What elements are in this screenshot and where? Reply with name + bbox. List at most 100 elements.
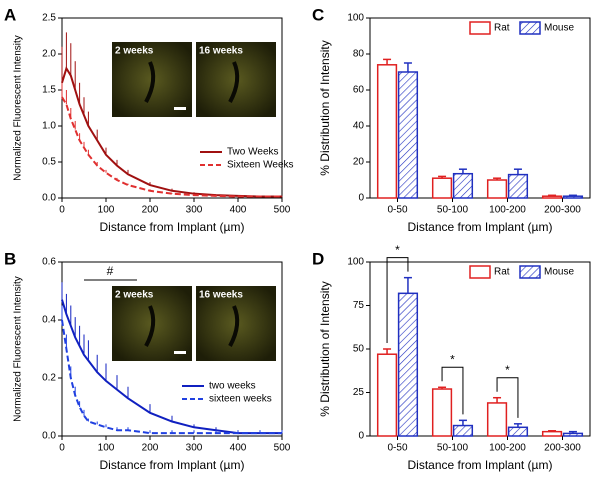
x-tick-label: 300 [186,443,203,454]
y-axis-label: Normalized Fluorescent Intensity [13,276,24,422]
bar [541,195,563,199]
plot-frame [369,17,591,199]
y-axis-label: Normalized Fluorescent Intensity [13,35,24,181]
bar [376,64,398,199]
x-tick-label: 400 [230,205,247,216]
x-tick-label: 100 [98,443,115,454]
inset-lesion [144,61,156,103]
inset-label: 16 weeks [199,290,243,301]
y-tick-label: 25 [353,387,365,398]
y-tick-label: 60 [353,85,365,96]
bar [376,353,398,437]
panel-letter: B [4,249,16,268]
significance-mark: # [107,264,114,278]
panel-letter: A [4,5,16,24]
bar [507,173,529,199]
significance-mark: * [395,243,400,257]
y-tick-label: 0.0 [42,431,56,442]
bar [486,179,508,199]
y-tick-label: 2.5 [42,13,56,24]
x-axis-label: Distance from Implant (µm) [408,458,553,472]
significance-mark: * [450,352,455,366]
bar [562,432,584,437]
x-tick-label: 500 [274,205,291,216]
x-tick-label: 0-50 [387,443,407,454]
significance-mark: * [505,363,510,377]
inset-label: 16 weeks [199,46,243,57]
bar [452,424,474,437]
bar [431,177,453,199]
y-tick-label: 0.6 [42,257,56,268]
legend-label: Mouse [544,23,574,34]
bar [507,426,529,437]
x-axis-label: Distance from Implant (µm) [408,220,553,234]
y-tick-label: 0.0 [42,193,56,204]
x-tick-label: 50-100 [437,443,469,454]
significance-bracket [441,366,464,415]
x-tick-label: 200-300 [544,443,581,454]
x-tick-label: 0 [59,443,65,454]
scale-bar [174,107,186,110]
y-tick-label: 0.2 [42,373,56,384]
y-tick-label: 50 [353,344,365,355]
inset-lesion [228,61,240,103]
legend-label: Rat [494,267,510,278]
x-tick-label: 0 [59,205,65,216]
inset-label: 2 weeks [115,290,154,301]
x-tick-label: 100-200 [489,205,526,216]
legend-swatch [469,21,491,35]
significance-bracket [496,377,519,418]
x-tick-label: 50-100 [437,205,469,216]
plot-frame [61,17,283,199]
x-tick-label: 100 [98,205,115,216]
series-line [61,319,282,435]
plot-frame [61,261,283,437]
bar [541,430,563,437]
y-tick-label: 2.0 [42,49,56,60]
x-tick-label: 0-50 [387,205,407,216]
y-axis-label: % Distribution of Intensity [318,40,332,175]
y-tick-label: 0 [358,431,364,442]
bar [431,388,453,437]
x-tick-label: 500 [274,443,291,454]
y-tick-label: 40 [353,121,365,132]
x-tick-label: 200 [142,205,159,216]
panel-letter: C [312,5,324,24]
y-tick-label: 80 [353,49,365,60]
bar [397,71,419,199]
legend-label: Rat [494,23,510,34]
y-tick-label: 1.5 [42,85,56,96]
y-tick-label: 75 [353,300,365,311]
y-tick-label: 0 [358,193,364,204]
legend-label: sixteen weeks [209,394,272,405]
bar [397,292,419,437]
legend-label: Sixteen Weeks [227,160,294,171]
y-axis-label: % Distribution of Intensity [318,281,332,416]
legend-swatch [519,21,541,35]
legend-swatch [469,265,491,279]
significance-bracket [386,257,409,343]
scale-bar [174,351,186,354]
series-line [61,299,282,435]
x-axis-label: Distance from Implant (µm) [100,220,245,234]
series-line [61,65,282,198]
y-tick-label: 20 [353,157,365,168]
bar [562,195,584,199]
inset-label: 2 weeks [115,46,154,57]
inset-lesion [144,305,156,347]
y-tick-label: 100 [347,257,364,268]
x-tick-label: 200 [142,443,159,454]
legend-swatch [519,265,541,279]
x-axis-label: Distance from Implant (µm) [100,458,245,472]
x-tick-label: 400 [230,443,247,454]
inset-lesion [228,305,240,347]
series-line [61,96,282,198]
x-tick-label: 300 [186,205,203,216]
x-tick-label: 100-200 [489,443,526,454]
legend-label: Mouse [544,267,574,278]
x-tick-label: 200-300 [544,205,581,216]
legend-label: two weeks [209,381,256,392]
panel-letter: D [312,249,324,268]
bar [486,402,508,437]
